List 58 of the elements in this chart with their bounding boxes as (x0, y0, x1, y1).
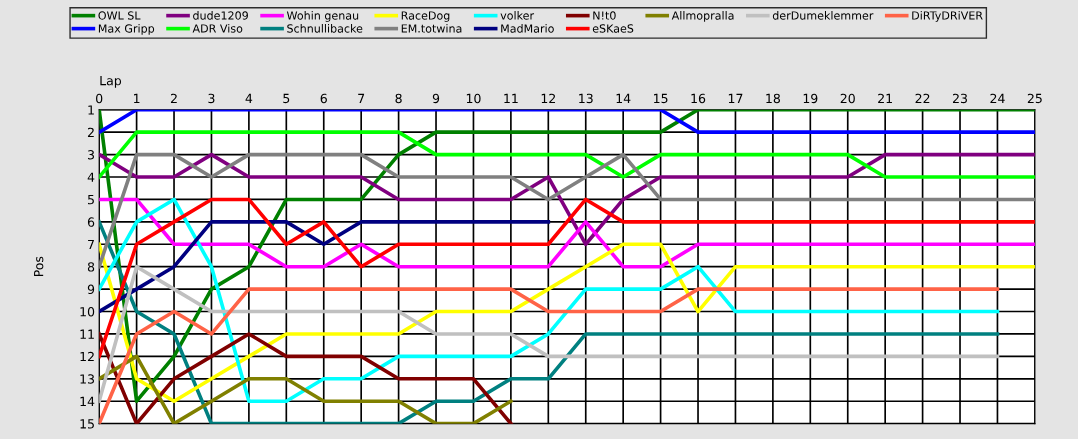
x-tick-label: 25 (1027, 93, 1042, 104)
y-tick-label: 9 (87, 284, 95, 295)
x-tick-label: 15 (654, 93, 668, 104)
y-tick-label: 1 (88, 105, 94, 115)
y-tick-label: 4 (87, 172, 95, 182)
y-tick-label: 12 (80, 351, 94, 362)
legend-label: volker (500, 11, 535, 20)
y-tick-label: 5 (88, 195, 94, 205)
legend-label: DiRTyDRiVER (912, 11, 983, 22)
y-tick-label: 3 (88, 150, 95, 160)
y-tick-label: 11 (80, 329, 94, 339)
x-tick-label: 22 (915, 93, 930, 103)
x-tick-label: 17 (728, 93, 743, 103)
x-tick-label: 3 (208, 93, 215, 104)
legend-label: Max Gripp (98, 24, 155, 35)
x-tick-label: 19 (803, 93, 818, 104)
x-tick-label: 14 (616, 93, 631, 103)
x-tick-label: 1 (134, 93, 140, 103)
x-tick-label: 12 (541, 93, 556, 103)
x-tick-label: 11 (504, 93, 518, 103)
y-tick-label: 13 (80, 374, 95, 384)
legend-label: dude1209 (193, 11, 248, 20)
x-tick-label: 18 (766, 93, 780, 104)
x-tick-label: 21 (878, 93, 892, 103)
x-tick-label: 9 (432, 93, 440, 104)
y-tick-label: 14 (80, 396, 95, 406)
x-tick-label: 2 (170, 93, 177, 103)
legend-label: MadMario (501, 24, 554, 33)
x-tick-label: 0 (96, 93, 103, 104)
x-tick-label: 13 (579, 93, 593, 104)
x-tick-label: 8 (395, 93, 402, 104)
legend-label: eSKaeS (592, 24, 634, 33)
x-tick-label: 5 (283, 93, 290, 104)
legend-label: EM.totwina (401, 24, 462, 33)
y-axis-title: Pos (34, 256, 44, 277)
legend-label: Schnullibacke (287, 24, 363, 33)
legend-label: Allmopralla (671, 11, 734, 22)
x-tick-label: 7 (358, 93, 365, 103)
x-tick-label: 24 (990, 93, 1005, 103)
x-tick-label: 4 (245, 93, 253, 103)
x-axis-title: Lap (100, 76, 122, 88)
x-tick-label: 20 (840, 93, 855, 104)
legend-label: OWL SL (98, 11, 141, 20)
legend-label: N!t0 (593, 11, 616, 20)
y-tick-label: 10 (80, 307, 95, 317)
y-tick-label: 7 (88, 239, 94, 250)
x-tick-label: 23 (952, 93, 967, 104)
legend-label: derDumeklemmer (772, 11, 874, 20)
legend-label: ADR Viso (192, 24, 243, 33)
y-tick-label: 8 (87, 262, 95, 272)
x-tick-label: 6 (320, 93, 327, 104)
x-tick-label: 10 (466, 93, 481, 104)
x-tick-label: 16 (691, 93, 706, 104)
y-tick-label: 2 (87, 127, 94, 137)
legend-label: Wohin genau (286, 11, 359, 22)
legend-label: RaceDog (401, 11, 450, 22)
y-tick-label: 6 (87, 217, 95, 227)
y-tick-label: 15 (80, 419, 94, 429)
